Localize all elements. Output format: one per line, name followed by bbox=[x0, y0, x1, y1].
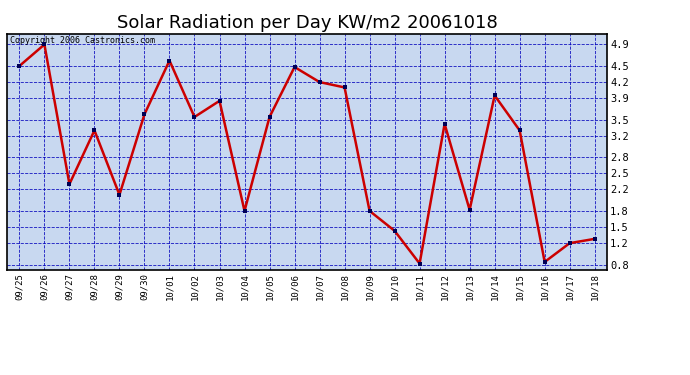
Title: Solar Radiation per Day KW/m2 20061018: Solar Radiation per Day KW/m2 20061018 bbox=[117, 14, 497, 32]
Text: Copyright 2006 Castronics.com: Copyright 2006 Castronics.com bbox=[10, 36, 155, 45]
